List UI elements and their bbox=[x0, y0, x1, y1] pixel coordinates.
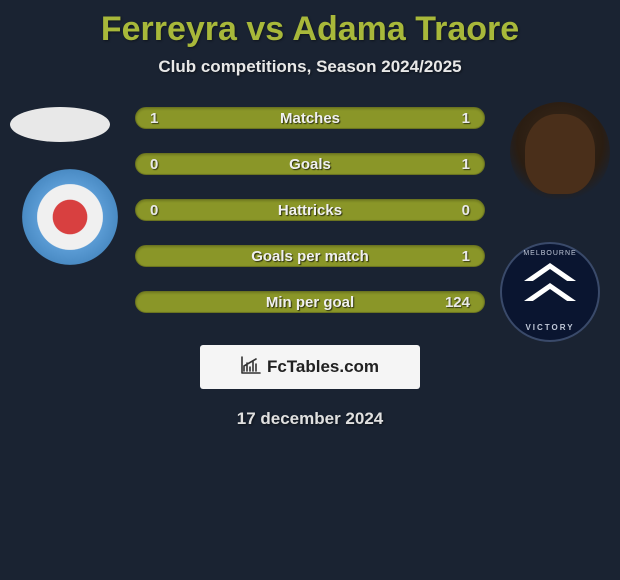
club-badge-right: MELBOURNE VICTORY bbox=[500, 242, 600, 342]
stat-right-value: 0 bbox=[440, 202, 470, 219]
stat-label: Matches bbox=[180, 110, 440, 127]
stat-row: 0 Goals 1 bbox=[135, 153, 485, 175]
stat-row: 1 Matches 1 bbox=[135, 107, 485, 129]
watermark: FcTables.com bbox=[200, 345, 420, 389]
stat-left-value: 0 bbox=[150, 156, 180, 173]
stat-right-value: 1 bbox=[440, 248, 470, 265]
badge-right-bottom-text: VICTORY bbox=[502, 323, 598, 332]
stat-right-value: 124 bbox=[440, 294, 470, 311]
date-text: 17 december 2024 bbox=[0, 409, 620, 429]
stat-row: Goals per match 1 bbox=[135, 245, 485, 267]
stat-row: Min per goal 124 bbox=[135, 291, 485, 313]
stat-row: 0 Hattricks 0 bbox=[135, 199, 485, 221]
stat-bars: 1 Matches 1 0 Goals 1 0 Hattricks 0 Goal… bbox=[135, 107, 485, 313]
stat-right-value: 1 bbox=[440, 156, 470, 173]
player-left-photo bbox=[10, 107, 110, 142]
player-right-photo bbox=[510, 102, 610, 202]
comparison-content: MELBOURNE VICTORY 1 Matches 1 0 Goals 1 … bbox=[0, 107, 620, 429]
stat-left-value: 0 bbox=[150, 202, 180, 219]
club-badge-left bbox=[20, 167, 120, 267]
page-title: Ferreyra vs Adama Traore bbox=[0, 0, 620, 49]
stat-label: Goals bbox=[180, 156, 440, 173]
stat-label: Hattricks bbox=[180, 202, 440, 219]
chart-icon bbox=[241, 356, 261, 379]
subtitle: Club competitions, Season 2024/2025 bbox=[0, 57, 620, 77]
watermark-text: FcTables.com bbox=[267, 357, 379, 377]
badge-right-top-text: MELBOURNE bbox=[502, 250, 598, 257]
stat-right-value: 1 bbox=[440, 110, 470, 127]
stat-label: Min per goal bbox=[180, 294, 440, 311]
stat-left-value: 1 bbox=[150, 110, 180, 127]
stat-label: Goals per match bbox=[180, 248, 440, 265]
